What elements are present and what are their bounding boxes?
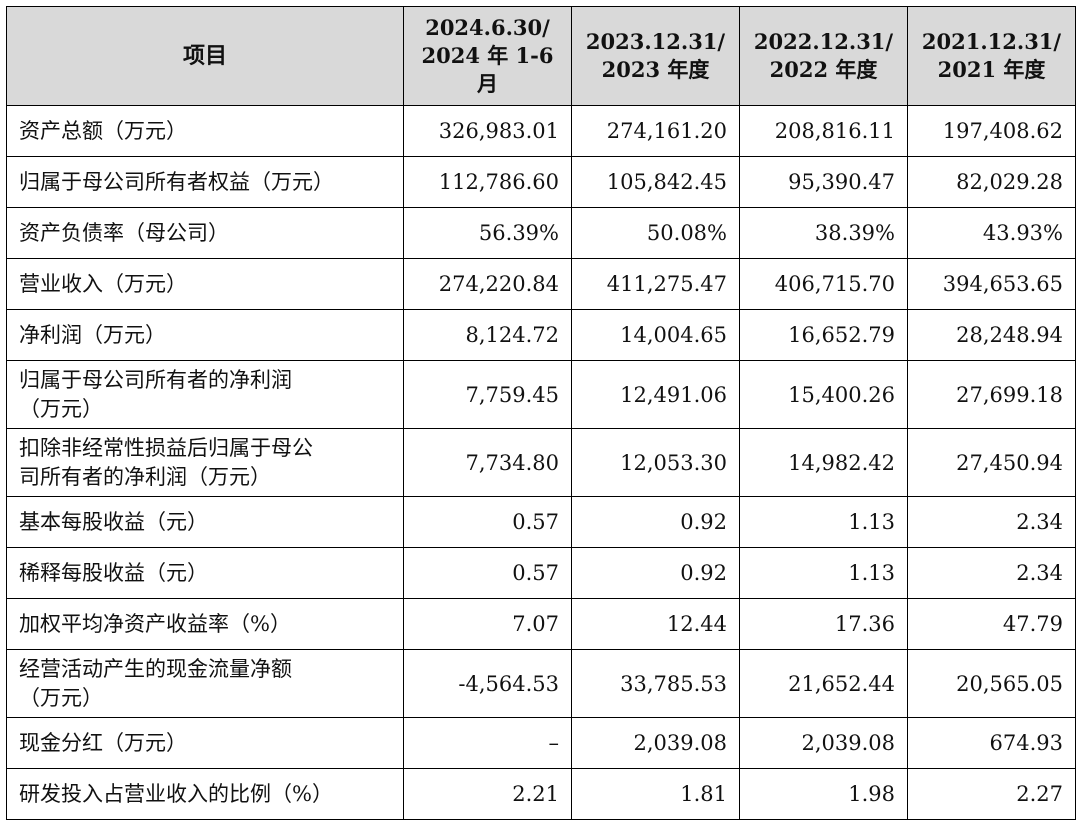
header-2023: 2023.12.31/ 2023 年度: [571, 6, 740, 106]
row-label: 归属于母公司所有者的净利润 （万元）: [6, 360, 404, 429]
row-label: 经营活动产生的现金流量净额 （万元）: [6, 649, 404, 718]
cell-value: 38.39%: [739, 207, 908, 259]
financial-table: 项目 2024.6.30/ 2024 年 1-6 月 2023.12.31/ 2…: [6, 6, 1076, 820]
cell-value: 43.93%: [907, 207, 1076, 259]
cell-value: 394,653.65: [907, 258, 1076, 310]
cell-value: 20,565.05: [907, 649, 1076, 718]
cell-value: 47.79: [907, 598, 1076, 650]
row-label: 归属于母公司所有者权益（万元）: [6, 156, 404, 208]
row-label: 资产总额（万元）: [6, 105, 404, 157]
table-row: 净利润（万元） 8,124.72 14,004.65 16,652.79 28,…: [6, 309, 1076, 361]
cell-value: 7,734.80: [403, 428, 572, 497]
header-2022: 2022.12.31/ 2022 年度: [739, 6, 908, 106]
cell-value: 27,699.18: [907, 360, 1076, 429]
header-row: 项目 2024.6.30/ 2024 年 1-6 月 2023.12.31/ 2…: [6, 6, 1076, 106]
row-label: 稀释每股收益（元）: [6, 547, 404, 599]
cell-value: 14,982.42: [739, 428, 908, 497]
cell-value: –: [403, 717, 572, 769]
cell-value: -4,564.53: [403, 649, 572, 718]
cell-value: 82,029.28: [907, 156, 1076, 208]
cell-value: 56.39%: [403, 207, 572, 259]
cell-value: 0.92: [571, 496, 740, 548]
cell-value: 197,408.62: [907, 105, 1076, 157]
cell-value: 208,816.11: [739, 105, 908, 157]
cell-value: 674.93: [907, 717, 1076, 769]
table-row: 归属于母公司所有者权益（万元） 112,786.60 105,842.45 95…: [6, 156, 1076, 208]
cell-value: 2.27: [907, 768, 1076, 820]
cell-value: 50.08%: [571, 207, 740, 259]
cell-value: 2,039.08: [739, 717, 908, 769]
cell-value: 16,652.79: [739, 309, 908, 361]
table-row: 资产负债率（母公司） 56.39% 50.08% 38.39% 43.93%: [6, 207, 1076, 259]
table-row: 营业收入（万元） 274,220.84 411,275.47 406,715.7…: [6, 258, 1076, 310]
cell-value: 326,983.01: [403, 105, 572, 157]
table-row: 归属于母公司所有者的净利润 （万元） 7,759.45 12,491.06 15…: [6, 360, 1076, 429]
table-row: 加权平均净资产收益率（%） 7.07 12.44 17.36 47.79: [6, 598, 1076, 650]
cell-value: 1.98: [739, 768, 908, 820]
cell-value: 33,785.53: [571, 649, 740, 718]
cell-value: 27,450.94: [907, 428, 1076, 497]
cell-value: 7,759.45: [403, 360, 572, 429]
row-label: 基本每股收益（元）: [6, 496, 404, 548]
cell-value: 8,124.72: [403, 309, 572, 361]
cell-value: 7.07: [403, 598, 572, 650]
header-2021: 2021.12.31/ 2021 年度: [907, 6, 1076, 106]
table-row: 现金分红（万元） – 2,039.08 2,039.08 674.93: [6, 717, 1076, 769]
table-body: 资产总额（万元） 326,983.01 274,161.20 208,816.1…: [6, 105, 1076, 820]
table-row: 资产总额（万元） 326,983.01 274,161.20 208,816.1…: [6, 105, 1076, 157]
table-header: 项目 2024.6.30/ 2024 年 1-6 月 2023.12.31/ 2…: [6, 6, 1076, 106]
cell-value: 112,786.60: [403, 156, 572, 208]
cell-value: 274,161.20: [571, 105, 740, 157]
row-label: 研发投入占营业收入的比例（%）: [6, 768, 404, 820]
cell-value: 15,400.26: [739, 360, 908, 429]
row-label: 现金分红（万元）: [6, 717, 404, 769]
cell-value: 1.13: [739, 547, 908, 599]
cell-value: 2,039.08: [571, 717, 740, 769]
cell-value: 406,715.70: [739, 258, 908, 310]
cell-value: 0.92: [571, 547, 740, 599]
header-2024h1: 2024.6.30/ 2024 年 1-6 月: [403, 6, 572, 106]
table-row: 基本每股收益（元） 0.57 0.92 1.13 2.34: [6, 496, 1076, 548]
cell-value: 2.34: [907, 496, 1076, 548]
row-label: 扣除非经常性损益后归属于母公 司所有者的净利润（万元）: [6, 428, 404, 497]
row-label: 净利润（万元）: [6, 309, 404, 361]
cell-value: 1.81: [571, 768, 740, 820]
cell-value: 12,053.30: [571, 428, 740, 497]
header-item: 项目: [6, 6, 404, 106]
cell-value: 0.57: [403, 547, 572, 599]
table-row: 稀释每股收益（元） 0.57 0.92 1.13 2.34: [6, 547, 1076, 599]
cell-value: 2.21: [403, 768, 572, 820]
cell-value: 12.44: [571, 598, 740, 650]
cell-value: 2.34: [907, 547, 1076, 599]
cell-value: 105,842.45: [571, 156, 740, 208]
cell-value: 95,390.47: [739, 156, 908, 208]
cell-value: 21,652.44: [739, 649, 908, 718]
table-row: 研发投入占营业收入的比例（%） 2.21 1.81 1.98 2.27: [6, 768, 1076, 820]
row-label: 营业收入（万元）: [6, 258, 404, 310]
cell-value: 14,004.65: [571, 309, 740, 361]
cell-value: 17.36: [739, 598, 908, 650]
table-row: 经营活动产生的现金流量净额 （万元） -4,564.53 33,785.53 2…: [6, 649, 1076, 718]
cell-value: 274,220.84: [403, 258, 572, 310]
cell-value: 1.13: [739, 496, 908, 548]
cell-value: 12,491.06: [571, 360, 740, 429]
cell-value: 411,275.47: [571, 258, 740, 310]
table-row: 扣除非经常性损益后归属于母公 司所有者的净利润（万元） 7,734.80 12,…: [6, 428, 1076, 497]
row-label: 资产负债率（母公司）: [6, 207, 404, 259]
cell-value: 0.57: [403, 496, 572, 548]
row-label: 加权平均净资产收益率（%）: [6, 598, 404, 650]
cell-value: 28,248.94: [907, 309, 1076, 361]
